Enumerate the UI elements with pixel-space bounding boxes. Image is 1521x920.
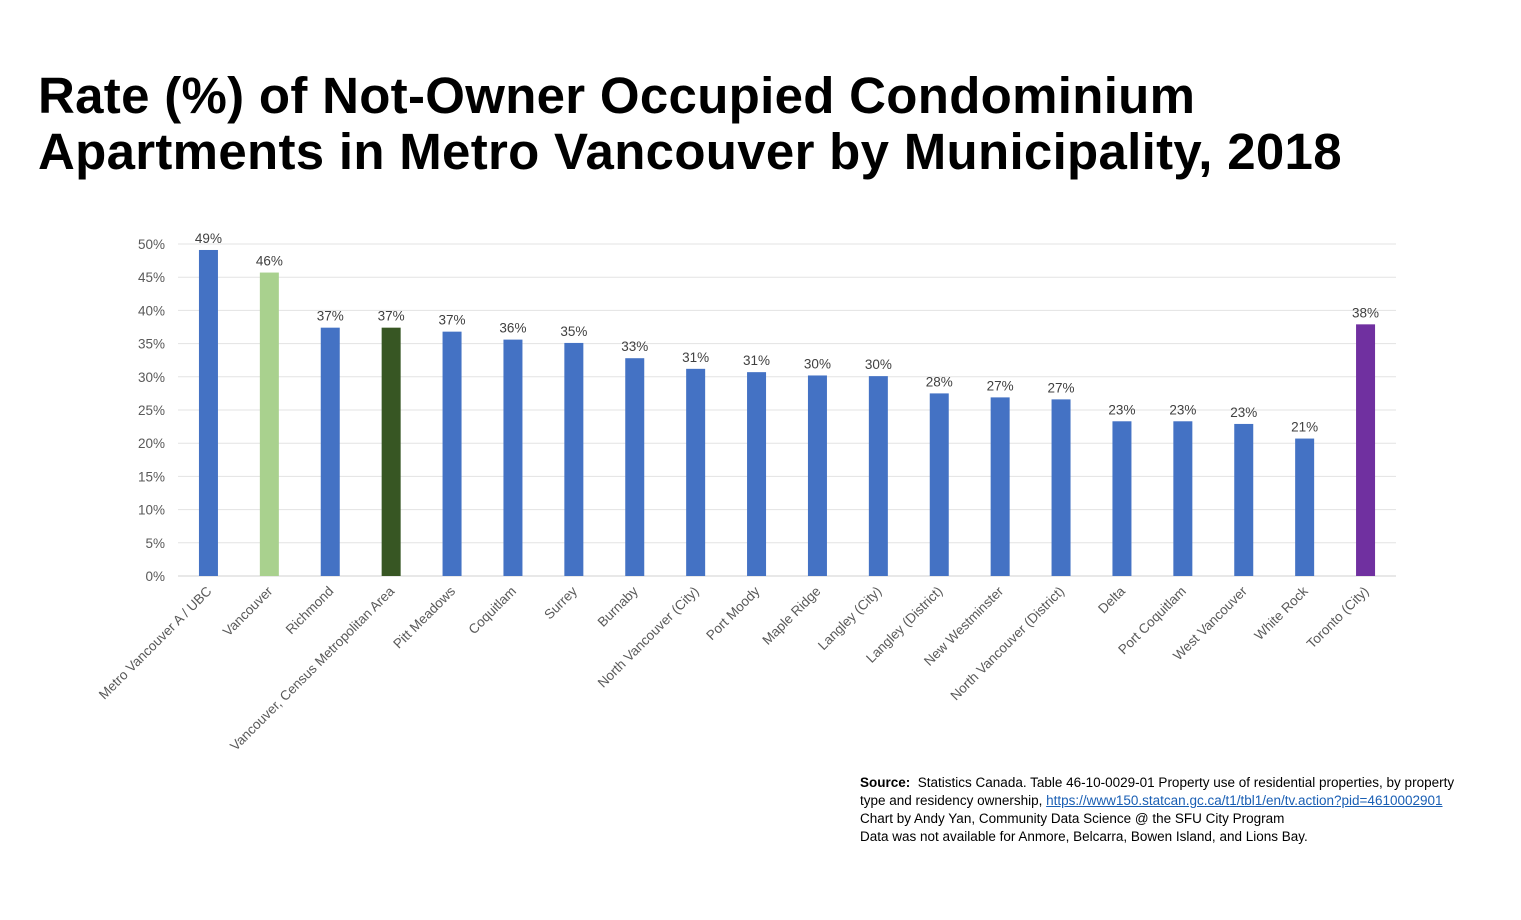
data-label: 30% [865,357,892,372]
chart-title-line-1: Rate (%) of Not-Owner Occupied Condomini… [38,67,1196,124]
bar [868,376,888,576]
data-label: 27% [1048,380,1075,395]
data-label: 36% [499,321,526,336]
data-label: 37% [378,309,405,324]
x-tick-label: White Rock [1251,583,1311,643]
bar [1051,399,1071,576]
bar [1234,423,1254,576]
data-label: 30% [804,356,831,371]
bar [198,249,218,576]
y-tick-label: 40% [138,303,165,318]
data-label: 37% [439,313,466,328]
data-label: 27% [987,378,1014,393]
bar [1295,438,1315,576]
source-line-2: type and residency ownership, [860,793,1043,808]
y-tick-label: 10% [138,503,165,518]
y-tick-label: 25% [138,403,165,418]
x-axis: Metro Vancouver A / UBC Vancouver Richmond… [96,583,1372,754]
chart-title: Rate (%) of Not-Owner Occupied Condomini… [38,68,1342,180]
y-tick-label: 15% [138,469,165,484]
data-label: 37% [317,309,344,324]
x-tick-label: Delta [1095,583,1128,616]
y-tick-label: 0% [145,569,165,584]
bar [320,327,340,576]
bar [929,393,949,576]
source-credit: Chart by Andy Yan, Community Data Scienc… [860,811,1285,826]
y-tick-label: 45% [138,270,165,285]
data-label: 21% [1291,420,1318,435]
bars [198,249,1376,576]
y-tick-label: 50% [138,237,165,252]
data-label: 35% [560,324,587,339]
x-tick-label: Maple Ridge [759,584,823,648]
bar [686,368,706,576]
y-tick-label: 30% [138,370,165,385]
bar [1356,324,1376,576]
bar [564,342,584,576]
y-tick-label: 5% [145,536,165,551]
y-axis: 0% 5% 10% 15% 20% 25% 30% 35% 40% 45% 50% [138,237,165,584]
bar [990,397,1010,576]
x-tick-label: Coquitlam [465,584,519,638]
bar [807,375,827,576]
bar [625,358,645,576]
y-tick-label: 20% [138,436,165,451]
x-tick-label: Port Moody [703,583,763,643]
x-tick-label: Richmond [283,584,337,638]
data-label: 31% [743,353,770,368]
x-tick-label: Vancouver [220,583,276,639]
data-label: 23% [1108,402,1135,417]
source-availability-note: Data was not available for Anmore, Belca… [860,829,1308,844]
x-tick-label: Toronto (City) [1304,584,1372,652]
bar [503,339,523,576]
data-labels: 49% 46% 37% 37% 37% 36% 35% 33% 31% 31% 30% 30% 28% 2… [195,231,1379,435]
bar [1173,421,1193,576]
bar [1112,421,1132,576]
bar [747,372,767,576]
bar [259,272,279,576]
x-tick-label: Burnaby [595,583,641,629]
x-tick-label: Metro Vancouver A / UBC [96,583,215,702]
data-label: 28% [926,374,953,389]
source-line-1: Statistics Canada. Table 46-10-0029-01 P… [917,775,1455,790]
data-label: 46% [256,254,283,269]
x-tick-label: Surrey [541,583,580,622]
source-link[interactable]: https://www150.statcan.gc.ca/t1/tbl1/en/… [1046,793,1443,808]
y-tick-label: 35% [138,337,165,352]
chart-title-line-2: Apartments in Metro Vancouver by Municip… [38,123,1342,180]
x-tick-label: North Vancouver (District) [947,584,1067,704]
bar [381,327,401,576]
data-label: 49% [195,231,222,246]
data-label: 33% [621,339,648,354]
bar [442,331,462,576]
x-tick-label: Pitt Meadows [390,583,458,651]
gridlines [178,243,1396,577]
source-label: Source: [860,775,911,790]
data-label: 23% [1230,405,1257,420]
data-label: 31% [682,350,709,365]
data-label: 38% [1352,305,1379,320]
x-tick-label: North Vancouver (City) [595,584,702,691]
x-tick-label: Langley (City) [815,584,884,653]
data-label: 23% [1169,402,1196,417]
source-note: Source: Statistics Canada. Table 46-10-0… [860,774,1454,846]
